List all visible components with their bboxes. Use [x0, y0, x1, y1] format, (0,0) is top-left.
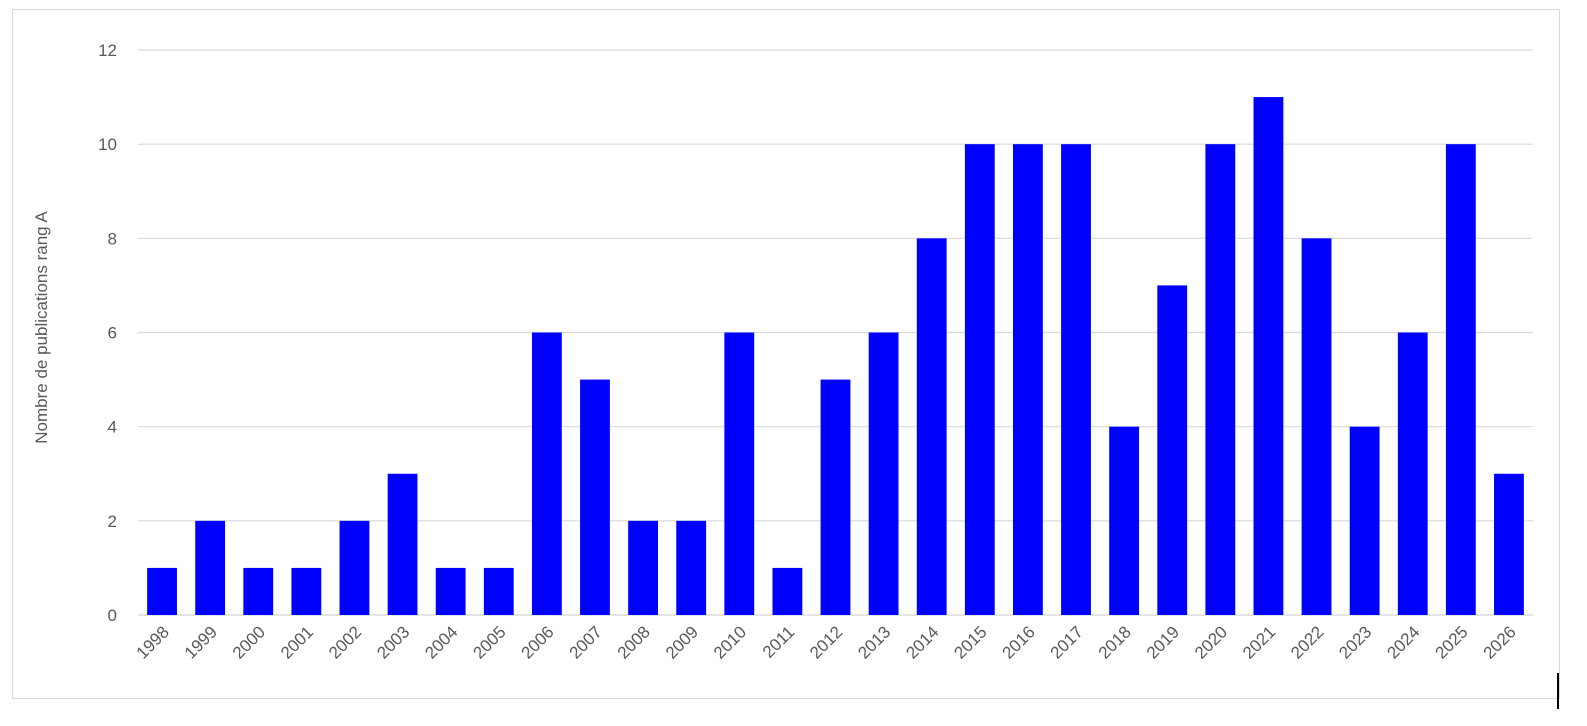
x-tick-label: 2004 [421, 622, 461, 662]
bar-1998 [147, 567, 177, 615]
bar-2015 [964, 144, 995, 615]
bar-2007 [580, 379, 610, 615]
x-tick-label: 2014 [902, 622, 942, 662]
x-tick-label: 2012 [806, 622, 846, 662]
bar-2008 [628, 520, 658, 615]
bar-2018 [1109, 426, 1140, 615]
x-tick-label: 2020 [1191, 622, 1231, 662]
y-tick-label: 8 [108, 229, 117, 248]
bar-2003 [387, 473, 418, 615]
x-axis-ticks: 1998 1999 2000 2001 2002 2003 2004 2005 2006 2007… [133, 622, 1520, 662]
x-tick-label: 2005 [469, 622, 509, 662]
x-tick-label: 2015 [950, 622, 990, 662]
bar-2002 [339, 520, 370, 615]
y-tick-label: 6 [108, 324, 117, 343]
bar-2011 [772, 567, 803, 615]
x-tick-label: 1999 [181, 622, 221, 662]
x-tick-label: 2006 [518, 622, 558, 662]
bars [147, 97, 1524, 616]
x-tick-label: 2024 [1383, 622, 1423, 662]
bar-2009 [676, 520, 707, 615]
bar-1999 [195, 520, 226, 615]
bar-2026 [1494, 473, 1524, 615]
bar-2021 [1253, 97, 1284, 616]
x-tick-label: 2003 [373, 622, 413, 662]
x-tick-label: 2011 [759, 622, 798, 661]
bar-2012 [820, 379, 851, 615]
bar-2017 [1061, 144, 1091, 615]
x-tick-label: 2010 [710, 622, 750, 662]
bar-2006 [531, 332, 562, 615]
bar-2016 [1013, 144, 1043, 615]
bar-2005 [483, 567, 514, 615]
bar-2019 [1157, 285, 1188, 615]
x-tick-label: 2023 [1335, 622, 1375, 662]
bar-2014 [916, 238, 947, 616]
y-tick-label: 12 [98, 41, 117, 60]
x-tick-label: 2017 [1047, 622, 1087, 662]
bar-2004 [435, 567, 466, 615]
bar-2025 [1445, 144, 1476, 615]
bar-2022 [1301, 238, 1332, 616]
x-tick-label: 1998 [133, 622, 173, 662]
x-tick-label: 2026 [1480, 622, 1520, 662]
x-tick-label: 2002 [325, 622, 365, 662]
bar-2001 [291, 567, 322, 615]
bar-2013 [868, 332, 899, 615]
y-tick-label: 0 [108, 606, 117, 625]
x-tick-label: 2019 [1143, 622, 1183, 662]
bar-2020 [1205, 144, 1236, 615]
y-tick-label: 10 [98, 135, 117, 154]
bar-2024 [1397, 332, 1428, 615]
x-tick-label: 2016 [999, 622, 1039, 662]
x-tick-label: 2018 [1095, 622, 1135, 662]
y-axis-ticks: 0 2 4 6 8 10 12 [98, 41, 117, 625]
x-tick-label: 2021 [1239, 622, 1279, 662]
x-tick-label: 2001 [277, 622, 317, 662]
x-tick-label: 2008 [614, 622, 654, 662]
x-tick-label: 2022 [1287, 622, 1327, 662]
y-tick-label: 2 [108, 512, 117, 531]
bar-2010 [724, 332, 755, 615]
x-tick-label: 2009 [662, 622, 702, 662]
edge-mark [1557, 673, 1559, 709]
y-tick-label: 4 [108, 418, 117, 437]
bar-2000 [243, 567, 274, 615]
x-tick-label: 2007 [566, 622, 606, 662]
x-tick-label: 2000 [229, 622, 269, 662]
x-tick-label: 2025 [1431, 622, 1471, 662]
bar-2023 [1349, 426, 1380, 615]
y-axis-title: Nombre de publications rang A [32, 211, 51, 444]
x-tick-label: 2013 [854, 622, 894, 662]
